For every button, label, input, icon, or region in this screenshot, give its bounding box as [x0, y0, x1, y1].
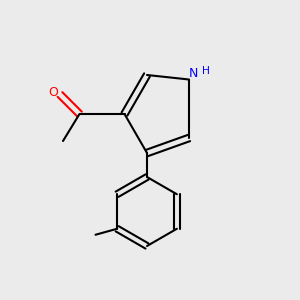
Text: H: H: [202, 66, 210, 76]
Text: O: O: [49, 86, 58, 100]
Text: N: N: [189, 67, 198, 80]
